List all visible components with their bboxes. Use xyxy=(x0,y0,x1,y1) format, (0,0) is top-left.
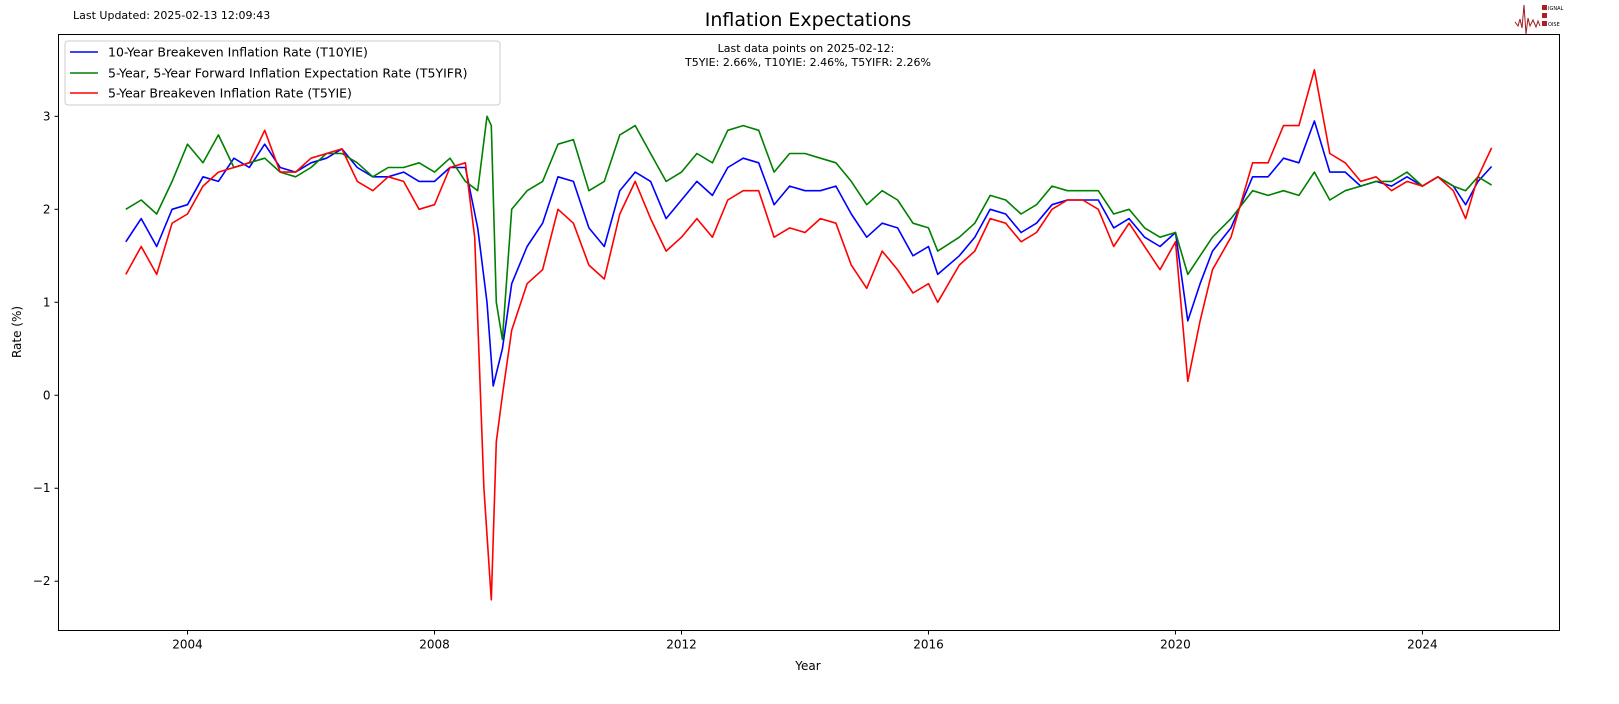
logo: IGNAL OISE xyxy=(1514,4,1564,35)
x-tick-label: 2020 xyxy=(1160,638,1191,652)
y-tick-label: −1 xyxy=(33,481,51,495)
y-axis: −2 −1 0 1 2 3 xyxy=(33,109,59,588)
logo-text-noise: OISE xyxy=(1548,22,1560,28)
series-line-0 xyxy=(125,120,1493,387)
legend-box xyxy=(64,40,501,106)
chart-title: Inflation Expectations xyxy=(705,9,912,31)
series-line-2 xyxy=(125,69,1493,601)
x-tick-label: 2012 xyxy=(666,638,697,652)
legend-label-t5yie: 5-Year Breakeven Inflation Rate (T5YIE) xyxy=(108,86,352,101)
x-tick-label: 2016 xyxy=(913,638,944,652)
series-lines xyxy=(125,69,1493,601)
x-tick-label: 2004 xyxy=(172,638,203,652)
x-axis-label: Year xyxy=(794,659,820,673)
y-tick-label: 0 xyxy=(43,388,51,402)
plot-frame xyxy=(58,34,1560,631)
x-tick-label: 2008 xyxy=(419,638,450,652)
logo-text-signal: IGNAL xyxy=(1548,6,1564,12)
logo-box-s xyxy=(1542,5,1547,10)
annotation-line-1: Last data points on 2025-02-12: xyxy=(718,42,895,55)
legend: 10-Year Breakeven Inflation Rate (T10YIE… xyxy=(64,40,501,106)
y-tick-label: 1 xyxy=(43,295,51,309)
y-tick-label: 3 xyxy=(43,109,51,123)
logo-waveform xyxy=(1514,4,1541,35)
x-axis: 2004 2008 2012 2016 2020 2024 xyxy=(172,630,1438,652)
last-updated: Last Updated: 2025-02-13 12:09:43 xyxy=(73,9,270,22)
y-tick-label: −2 xyxy=(33,574,51,588)
logo-box-n xyxy=(1542,21,1547,26)
series-line-1 xyxy=(125,115,1493,341)
y-axis-label: Rate (%) xyxy=(10,306,24,358)
legend-label-t5yifr: 5-Year, 5-Year Forward Inflation Expecta… xyxy=(108,66,468,81)
legend-label-t10yie: 10-Year Breakeven Inflation Rate (T10YIE… xyxy=(108,45,368,60)
logo-box-2 xyxy=(1542,13,1547,18)
y-tick-label: 2 xyxy=(43,202,51,216)
x-tick-label: 2024 xyxy=(1407,638,1438,652)
annotation-line-2: T5YIE: 2.66%, T10YIE: 2.46%, T5YIFR: 2.2… xyxy=(684,56,931,69)
